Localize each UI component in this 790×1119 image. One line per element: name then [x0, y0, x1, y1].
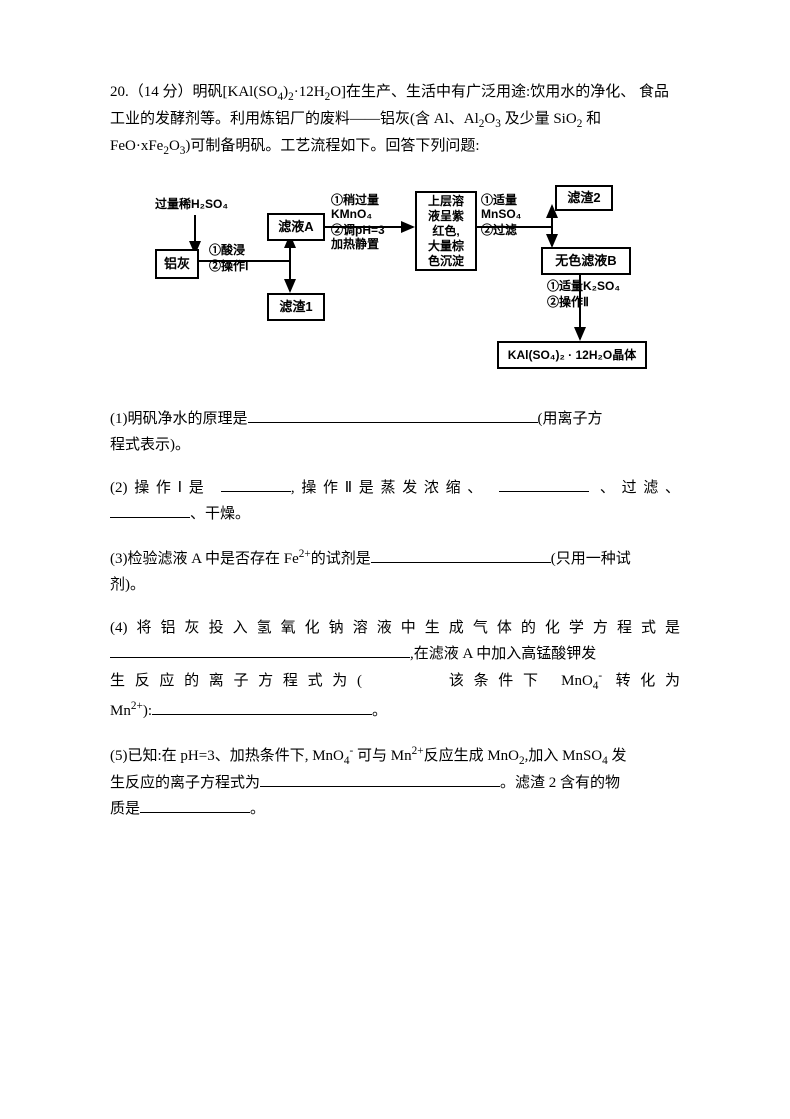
label-h2so4: 过量稀H₂SO₄ — [155, 197, 228, 211]
label-step2b: KMnO₄ — [331, 207, 372, 221]
label-step2c: ②调pH=3 — [331, 223, 385, 237]
process-flowchart: 过量稀H₂SO₄ 铝灰 ①酸浸 ②操作Ⅰ 滤液A 滤渣1 ①稍过量 KMnO₄ … — [155, 181, 635, 381]
box-alash: 铝灰 — [155, 249, 199, 279]
question-intro: 20.（14 分）明矾[KAl(SO4)2·12H2O]在生产、生活中有广泛用途… — [110, 80, 680, 161]
label-step2a: ①稍过量 — [331, 193, 379, 207]
blank-q4a — [110, 642, 410, 658]
label-step1b: ②操作Ⅰ — [209, 259, 249, 273]
blank-q3 — [371, 547, 551, 563]
label-step3c: ②过滤 — [481, 223, 517, 237]
blank-q1 — [248, 407, 538, 423]
box-solA: 滤液A — [267, 213, 325, 241]
box-middle: 上层溶 液呈紫 红色, 大量棕 色沉淀 — [415, 191, 477, 271]
page-content: 20.（14 分）明矾[KAl(SO4)2·12H2O]在生产、生活中有广泛用途… — [0, 0, 790, 882]
label-step4a: ①适量K₂SO₄ — [547, 279, 620, 293]
blank-q2a — [221, 476, 291, 492]
box-product: KAl(SO₄)₂ · 12H₂O晶体 — [497, 341, 647, 369]
blank-q2c — [110, 502, 190, 518]
intro-text: 20.（14 分）明矾[KAl(SO — [110, 84, 278, 100]
label-step2d: 加热静置 — [331, 237, 379, 251]
question-1: (1)明矾净水的原理是(用离子方 程式表示)。 — [110, 407, 680, 458]
blank-q4b — [152, 699, 372, 715]
question-3: (3)检验滤液 A 中是否存在 Fe2+的试剂是(只用一种试 剂)。 — [110, 545, 680, 598]
label-step3a: ①适量 — [481, 193, 517, 207]
label-step1a: ①酸浸 — [209, 243, 245, 257]
blank-q2b — [499, 476, 589, 492]
label-step4b: ②操作Ⅱ — [547, 295, 589, 309]
box-solB: 无色滤液B — [541, 247, 631, 275]
question-5: (5)已知:在 pH=3、加热条件下, MnO4- 可与 Mn2+反应生成 Mn… — [110, 742, 680, 822]
blank-q5b — [140, 797, 250, 813]
question-2: (2)操作Ⅰ是 ,操作Ⅱ是蒸发浓缩、 、过滤、 、干燥。 — [110, 476, 680, 527]
blank-q5a — [260, 771, 500, 787]
box-residue2: 滤渣2 — [555, 185, 613, 211]
box-residue1: 滤渣1 — [267, 293, 325, 321]
label-step3b: MnSO₄ — [481, 207, 521, 221]
question-4: (4)将铝灰投入氢氧化钠溶液中生成气体的化学方程式是 ,在滤液 A 中加入高锰酸… — [110, 616, 680, 724]
